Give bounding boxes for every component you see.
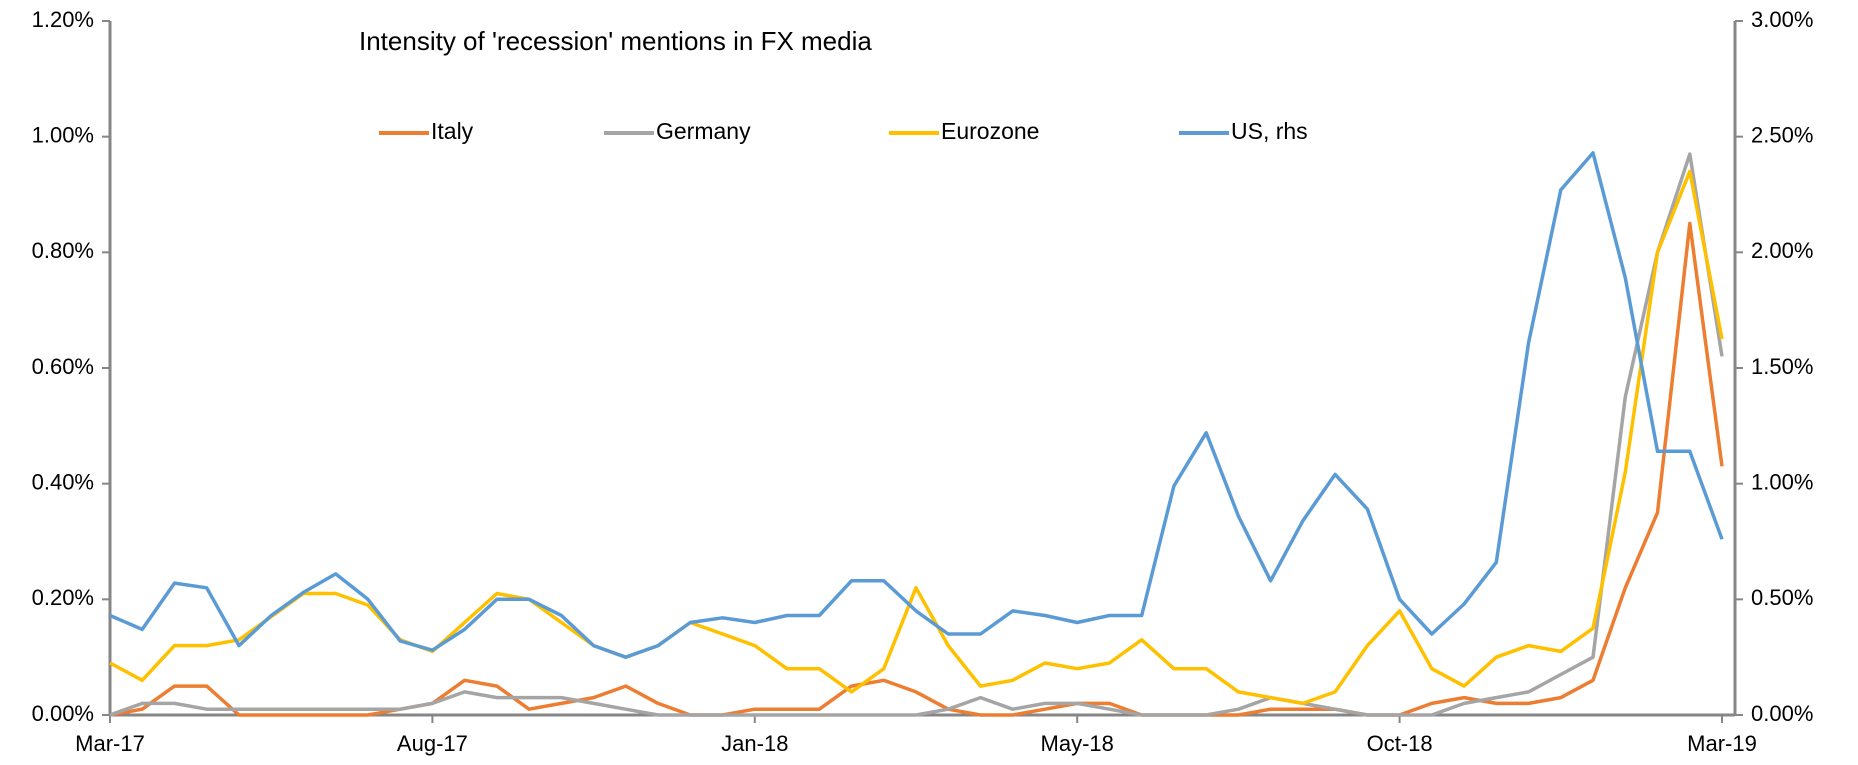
y-tick-label: 1.20% xyxy=(32,7,94,32)
y2-tick-label: 2.00% xyxy=(1751,238,1813,263)
y2-tick-label: 0.00% xyxy=(1751,701,1813,726)
y-tick-label: 0.20% xyxy=(32,585,94,610)
y-tick-label: 1.00% xyxy=(32,122,94,147)
x-tick-label: Jan-18 xyxy=(721,731,788,756)
y2-tick-label: 1.50% xyxy=(1751,354,1813,379)
y-tick-label: 0.40% xyxy=(32,469,94,494)
y-tick-label: 0.80% xyxy=(32,238,94,263)
legend-label: US, rhs xyxy=(1231,118,1308,144)
x-tick-label: Mar-19 xyxy=(1687,731,1757,756)
legend-label: Eurozone xyxy=(941,118,1039,144)
y-tick-label: 0.00% xyxy=(32,701,94,726)
x-tick-label: May-18 xyxy=(1041,731,1114,756)
y2-tick-label: 0.50% xyxy=(1751,585,1813,610)
series-line xyxy=(109,151,1724,659)
y2-tick-label: 1.00% xyxy=(1751,469,1813,494)
legend-label: Italy xyxy=(431,118,474,144)
x-tick-label: Mar-17 xyxy=(75,731,145,756)
series-line xyxy=(109,169,1724,706)
x-tick-label: Oct-18 xyxy=(1367,731,1433,756)
y-tick-label: 0.60% xyxy=(32,354,94,379)
chart-title: Intensity of 'recession' mentions in FX … xyxy=(359,26,872,56)
y2-tick-label: 2.50% xyxy=(1751,122,1813,147)
y2-tick-label: 3.00% xyxy=(1751,7,1813,32)
series-line xyxy=(109,221,1724,717)
legend-label: Germany xyxy=(656,118,751,144)
x-tick-label: Aug-17 xyxy=(397,731,468,756)
series-line xyxy=(109,152,1724,717)
